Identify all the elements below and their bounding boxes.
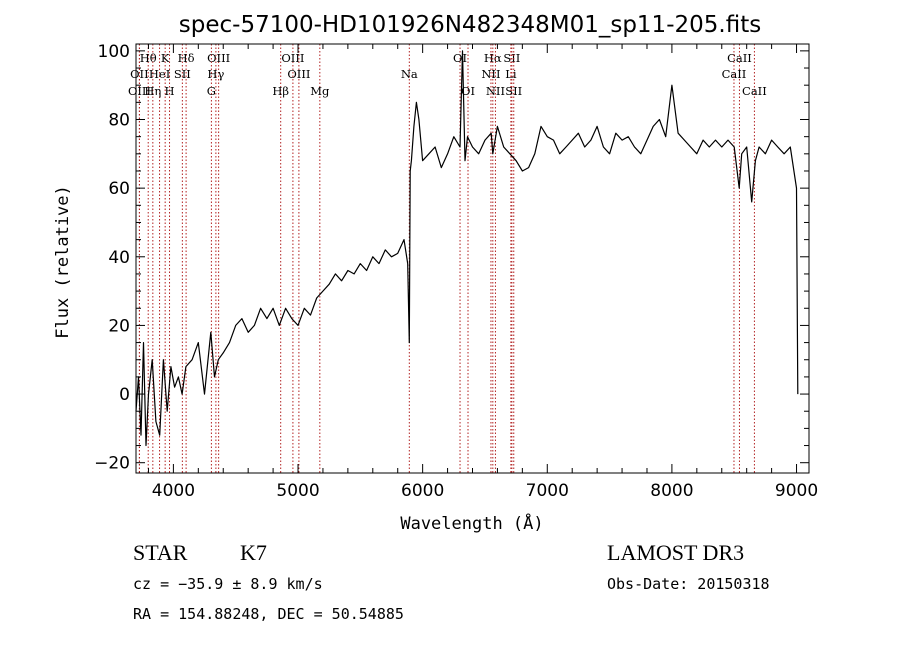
redshift-info: cz = −35.9 ± 8.9 km/s <box>133 575 323 593</box>
spectral-line-label: OI <box>461 84 475 98</box>
spectral-line-label: Hα <box>484 51 502 65</box>
spectrum-series <box>135 50 799 447</box>
x-axis-label: Wavelength (Å) <box>400 512 543 534</box>
y-axis-label: Flux (relative) <box>53 185 73 339</box>
plot-axes: 4000 5000 6000 7000 8000 9000 −20 0 20 40 60 80 100 <box>94 42 818 501</box>
spectral-line-label: K <box>161 51 170 65</box>
spectral-line-label: H <box>165 84 175 98</box>
spectral-line-label: OII <box>130 67 149 81</box>
spectral-line-label: Hγ <box>207 67 224 81</box>
spectral-line-markers: Hθ OII OIII HeI Hη K H SII Hδ OIII Hγ G OIII OIII Hβ Mg… <box>128 44 767 473</box>
spectral-line-label: Li <box>505 67 517 81</box>
obs-date: Obs-Date: 20150318 <box>607 575 770 593</box>
x-tick-label: 8000 <box>650 481 693 501</box>
spectral-line-label: Hδ <box>178 51 195 65</box>
spectral-line-label: Hβ <box>272 84 289 98</box>
object-class: STAR <box>133 540 188 565</box>
spectral-line-label: OIII <box>207 51 230 65</box>
spectral-line-label: G <box>207 84 216 98</box>
spectrum-line <box>135 50 799 447</box>
spectral-line-label: Na <box>401 67 418 81</box>
spectral-line-label: OIII <box>287 67 310 81</box>
plot-frame <box>135 43 810 474</box>
spectral-line-label: OI <box>453 51 467 65</box>
y-tick-label: 100 <box>98 42 130 62</box>
y-tick-label: 20 <box>108 316 130 336</box>
spectral-line-label: Hη <box>144 84 161 98</box>
spectral-line-label: CaII <box>722 67 747 81</box>
x-tick-label: 6000 <box>401 481 444 501</box>
chart-title: spec-57100-HD101926N482348M01_sp11-205.f… <box>179 12 761 38</box>
y-tick-label: 80 <box>108 111 130 131</box>
spectral-line-label: Hθ <box>140 51 157 65</box>
y-tick-label: 0 <box>119 385 130 405</box>
y-tick-label: 40 <box>108 248 130 268</box>
x-tick-label: 5000 <box>276 481 319 501</box>
spectral-line-label: SII <box>503 51 520 65</box>
spectral-line-label: SII <box>505 84 522 98</box>
spectral-line-label: HeI <box>149 67 170 81</box>
spectral-subclass: K7 <box>240 540 267 565</box>
spectral-line-label: NII <box>481 67 500 81</box>
spectral-line-label: Mg <box>310 84 330 98</box>
x-tick-label: 7000 <box>526 481 569 501</box>
spectral-line-label: OIII <box>281 51 304 65</box>
y-tick-label: −20 <box>94 454 130 474</box>
survey-name: LAMOST DR3 <box>607 540 744 565</box>
spectral-line-label: SII <box>174 67 191 81</box>
spectral-line-label: CaII <box>742 84 767 98</box>
coordinates-info: RA = 154.88248, DEC = 50.54885 <box>133 605 404 623</box>
spectral-line-label: NII <box>486 84 505 98</box>
spectral-line-label: OIII <box>128 84 151 98</box>
x-tick-label: 4000 <box>152 481 195 501</box>
y-tick-label: 60 <box>108 179 130 199</box>
spectral-line-label: CaII <box>727 51 752 65</box>
x-tick-label: 9000 <box>775 481 818 501</box>
